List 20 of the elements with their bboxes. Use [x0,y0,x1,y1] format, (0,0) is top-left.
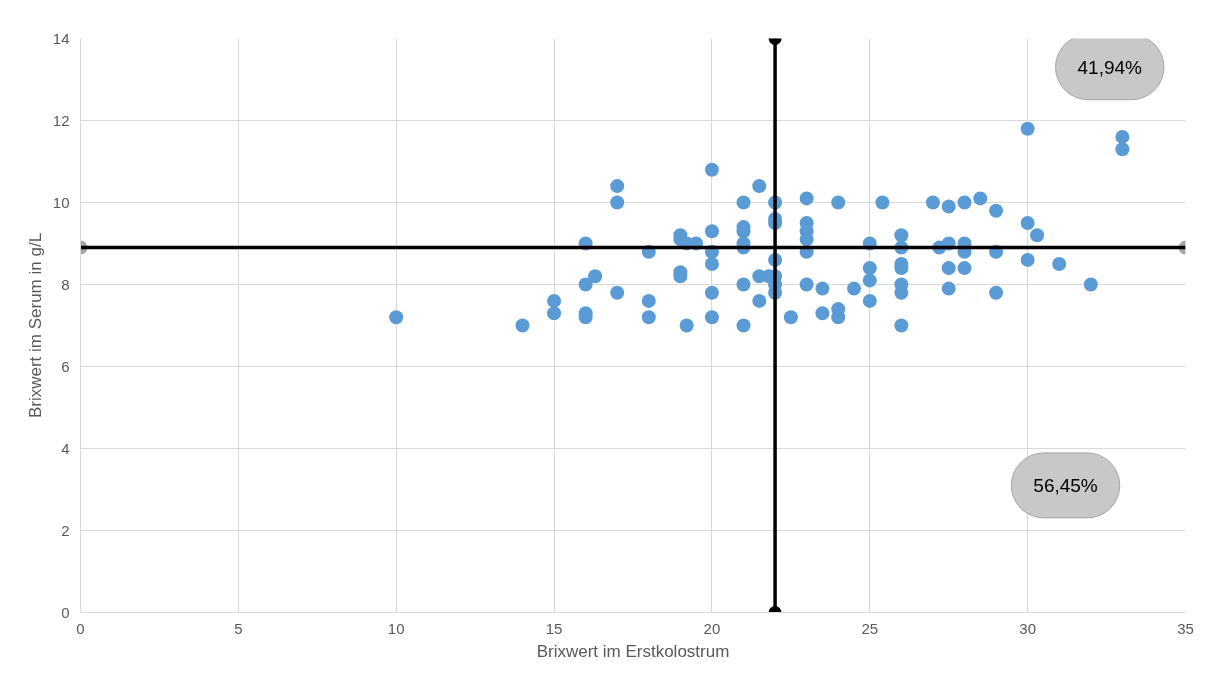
x-axis-title: Brixwert im Erstkolostrum [536,641,730,661]
y-tick-label: 12 [52,111,70,129]
x-tick-label: 20 [703,619,721,637]
y-tick-label: 8 [61,275,70,293]
annotation: 41,94% [1077,56,1143,78]
y-tick-label: 14 [52,29,70,47]
x-tick-label: 25 [861,619,879,637]
x-tick-label: 35 [1177,619,1194,637]
x-tick-label: 0 [76,619,85,637]
annotation: 56,45% [1033,474,1098,496]
y-tick-label: 2 [61,521,70,539]
x-tick-label: 15 [545,619,563,637]
y-axis-title: Brixwert im Serum in g/L [25,232,45,419]
x-tick-label: 5 [234,619,243,637]
y-tick-label: 0 [61,603,70,621]
x-tick-label: 30 [1019,619,1036,637]
y-tick-label: 6 [61,357,70,375]
y-tick-label: 4 [61,439,70,457]
x-tick-label: 10 [387,619,405,637]
y-tick-label: 10 [52,193,70,211]
